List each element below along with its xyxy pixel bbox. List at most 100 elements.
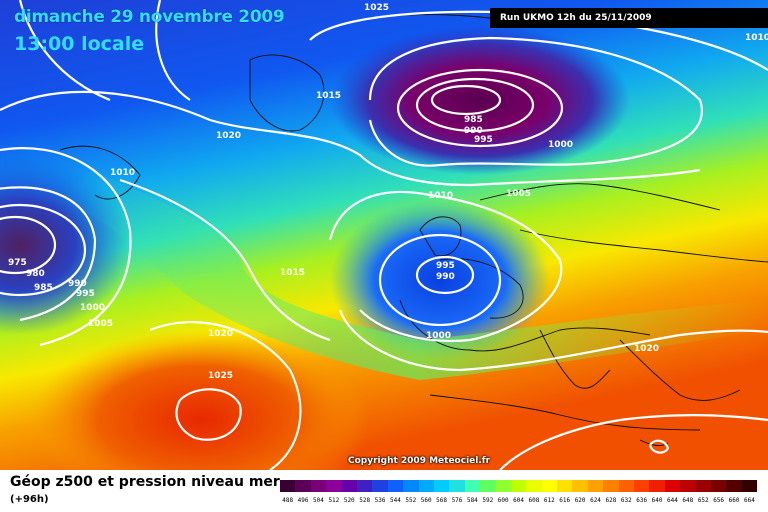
legend-value: 640	[651, 497, 663, 504]
forecast-lead-time: (+96h)	[10, 494, 49, 505]
isobar-label: 1005	[88, 319, 113, 329]
legend-value: 624	[590, 497, 601, 504]
legend-value: 584	[466, 497, 478, 504]
legend-value: 504	[313, 497, 324, 504]
isobar-label: 1020	[634, 344, 659, 354]
isobar-label: 980	[26, 269, 45, 279]
model-run-label: Run UKMO 12h du 25/11/2009	[490, 8, 768, 28]
legend-value: 660	[728, 497, 740, 504]
isobar-label: 1000	[80, 303, 105, 313]
legend-value: 656	[713, 497, 725, 504]
legend-swatch	[295, 480, 311, 492]
legend-swatch	[695, 480, 711, 492]
legend-value: 644	[667, 497, 678, 504]
isobar-label: 995	[474, 135, 493, 145]
legend-value: 604	[513, 497, 524, 504]
isobar-label: 1015	[316, 91, 341, 101]
legend-swatch	[280, 480, 296, 492]
legend-value: 612	[543, 497, 555, 504]
legend-value: 528	[359, 497, 371, 504]
legend-swatch	[510, 480, 527, 492]
legend-swatch	[680, 480, 696, 492]
isobar-label: 990	[436, 272, 455, 282]
legend-swatch	[541, 480, 558, 492]
color-scale-labels: 488 496 504 512 520 528 536 544 552 560 568 576 584 5…	[280, 497, 757, 504]
legend-swatch	[326, 480, 342, 492]
isobar-label: 990	[464, 126, 483, 136]
legend-swatch	[449, 480, 465, 492]
product-title: Géop z500 et pression niveau mer	[10, 474, 280, 490]
legend-swatch	[464, 480, 481, 492]
legend-value: 592	[482, 497, 494, 504]
isobar-label: 995	[76, 289, 95, 299]
legend-swatch	[633, 480, 650, 492]
legend-value: 620	[574, 497, 586, 504]
legend-footer: Géop z500 et pression niveau mer (+96h) …	[0, 470, 768, 512]
isobar-label: 1000	[426, 331, 451, 341]
legend-value: 628	[605, 497, 617, 504]
legend-swatch	[618, 480, 634, 492]
isobar-label: 1025	[364, 3, 389, 13]
legend-swatch	[572, 480, 588, 492]
low-pressure-north	[330, 25, 630, 175]
isobar-label: 1015	[280, 268, 305, 278]
legend-swatch	[603, 480, 619, 492]
isobar-label: 985	[34, 283, 53, 293]
legend-swatch	[587, 480, 604, 492]
isobar-label: 1010	[428, 191, 453, 201]
legend-swatch	[495, 480, 511, 492]
legend-value: 664	[743, 497, 755, 504]
isobar-label: 1025	[208, 371, 233, 381]
legend-value: 648	[682, 497, 694, 504]
legend-swatch	[356, 480, 373, 492]
legend-value: 544	[390, 497, 401, 504]
color-scale	[280, 480, 758, 492]
legend-swatch	[664, 480, 681, 492]
legend-value: 636	[636, 497, 648, 504]
isobar-label: 1020	[216, 131, 241, 141]
forecast-date: dimanche 29 novembre 2009	[14, 7, 285, 27]
legend-swatch	[387, 480, 404, 492]
legend-swatch	[557, 480, 573, 492]
isobars	[0, 0, 768, 470]
legend-value: 652	[697, 497, 709, 504]
legend-swatch	[480, 480, 496, 492]
legend-value: 576	[451, 497, 463, 504]
isobar-label: 1010	[745, 33, 768, 43]
legend-value: 608	[528, 497, 540, 504]
isobar-label: 1020	[208, 329, 233, 339]
isobar-label: 1005	[506, 189, 531, 199]
legend-value: 488	[282, 497, 294, 504]
legend-swatch	[433, 480, 450, 492]
legend-swatch	[649, 480, 665, 492]
isobar-label: 995	[436, 261, 455, 271]
legend-swatch	[726, 480, 742, 492]
legend-swatch	[526, 480, 542, 492]
legend-value: 560	[420, 497, 432, 504]
legend-value: 616	[559, 497, 571, 504]
legend-swatch	[310, 480, 327, 492]
isobar-labels: 1025 1010 1015 1020 1010 975 980 985 990…	[8, 3, 768, 381]
isobar-label: 975	[8, 258, 27, 268]
legend-value: 536	[374, 497, 386, 504]
isobar-label: 985	[464, 115, 483, 125]
forecast-time: 13:00 locale	[14, 33, 145, 55]
weather-map: 1025 1010 1015 1020 1010 975 980 985 990…	[0, 0, 768, 470]
legend-value: 512	[328, 497, 340, 504]
isobar-label: 1000	[548, 140, 573, 150]
legend-swatch	[341, 480, 357, 492]
legend-value: 496	[297, 497, 309, 504]
legend-value: 568	[436, 497, 448, 504]
legend-value: 632	[620, 497, 632, 504]
legend-value: 520	[343, 497, 355, 504]
legend-swatch	[418, 480, 434, 492]
legend-value: 600	[497, 497, 509, 504]
copyright-notice: Copyright 2009 Meteociel.fr	[348, 456, 491, 466]
isobar-label: 990	[68, 279, 87, 289]
legend-swatch	[710, 480, 727, 492]
legend-value: 552	[405, 497, 417, 504]
gradient-band	[60, 170, 768, 380]
legend-swatch	[741, 480, 758, 492]
legend-swatch	[372, 480, 388, 492]
